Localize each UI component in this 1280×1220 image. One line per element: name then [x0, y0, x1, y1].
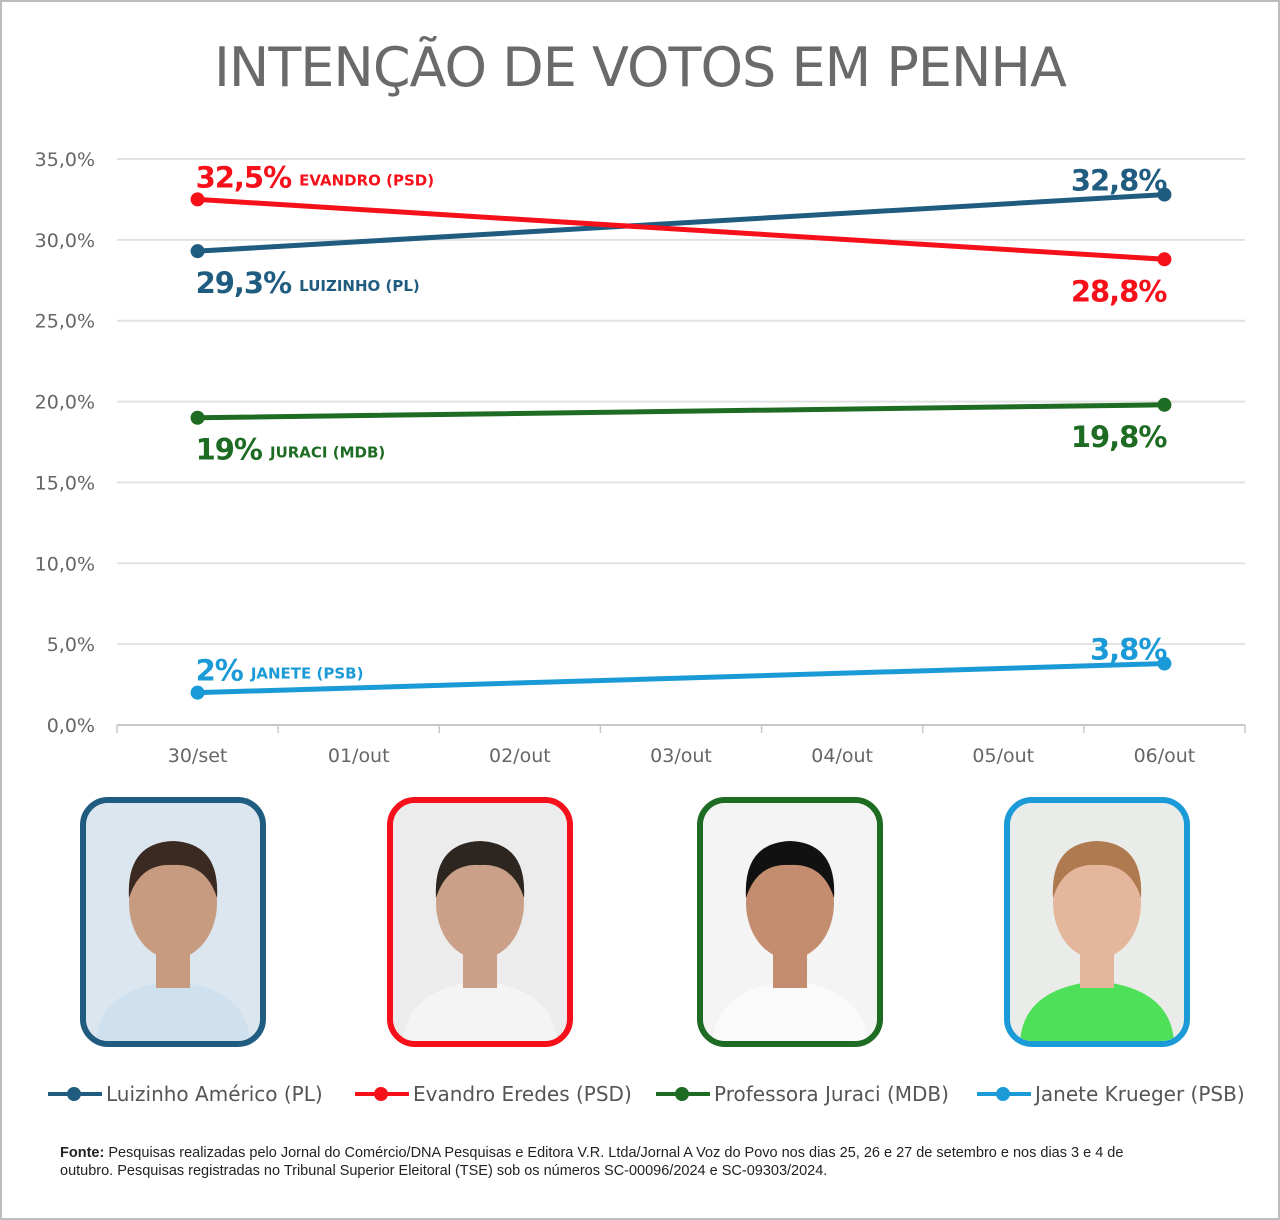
data-point — [190, 244, 205, 259]
series-tag: JURACI (MDB) — [269, 444, 385, 462]
x-tick-label: 03/out — [650, 745, 712, 767]
person-photo — [86, 803, 260, 1041]
person-photo — [393, 803, 567, 1041]
legend-item-evandro: Evandro Eredes (PSD) — [355, 1082, 632, 1106]
y-tick-label: 20,0% — [35, 392, 95, 414]
series-tag: EVANDRO (PSD) — [299, 171, 434, 189]
y-tick-label: 15,0% — [35, 472, 95, 494]
series-tag: LUIZINHO (PL) — [299, 277, 420, 295]
x-tick-label: 06/out — [1134, 745, 1196, 767]
x-tick-label: 30/set — [168, 745, 228, 767]
y-tick-label: 35,0% — [35, 149, 95, 171]
data-label: 3,8% — [1090, 633, 1167, 667]
legend-item-janete: Janete Krueger (PSB) — [977, 1082, 1245, 1106]
y-tick-label: 30,0% — [35, 230, 95, 252]
person-photo — [703, 803, 877, 1041]
y-tick-label: 5,0% — [47, 634, 95, 656]
chart-title: INTENÇÃO DE VOTOS EM PENHA — [214, 36, 1067, 99]
data-label: 2% — [196, 654, 244, 688]
legend-item-juraci: Professora Juraci (MDB) — [656, 1082, 949, 1106]
data-label: 29,3% — [196, 266, 293, 300]
series-line — [195, 661, 1167, 696]
data-point — [1157, 187, 1172, 202]
series-line — [195, 402, 1167, 421]
source-label: Fonte: — [60, 1145, 105, 1161]
legend-label: Janete Krueger (PSB) — [1035, 1082, 1245, 1106]
x-tick-label: 02/out — [489, 745, 551, 767]
x-tick-label: 04/out — [811, 745, 873, 767]
line-chart: 0,0% 5,0% 10,0% 15,0% 20,0% 25,0% 30,0% 35,0% 30… — [35, 149, 1246, 767]
y-tick-label: 0,0% — [47, 715, 95, 737]
x-tick-label: 01/out — [328, 745, 390, 767]
data-point — [1157, 656, 1172, 671]
photo-luizinho — [80, 797, 266, 1047]
legend-label: Evandro Eredes (PSD) — [413, 1082, 632, 1106]
data-point — [190, 410, 205, 425]
person-photo — [1010, 803, 1184, 1041]
source-note: Fonte: Pesquisas realizadas pelo Jornal … — [60, 1144, 1160, 1180]
y-tick-label: 10,0% — [35, 553, 95, 575]
legend-label: Luizinho Américo (PL) — [106, 1082, 323, 1106]
x-tick-label: 05/out — [972, 745, 1034, 767]
photo-juraci — [697, 797, 883, 1047]
series-line — [195, 196, 1167, 262]
source-text: Pesquisas realizadas pelo Jornal do Comé… — [60, 1145, 1124, 1179]
data-point — [190, 192, 205, 207]
series-tag: JANETE (PSB) — [250, 665, 364, 683]
photo-evandro — [387, 797, 573, 1047]
photo-janete — [1004, 797, 1190, 1047]
data-label: 32,5% — [196, 160, 293, 194]
data-point — [1157, 397, 1172, 412]
data-point — [190, 685, 205, 700]
data-point — [1157, 252, 1172, 267]
y-tick-label: 25,0% — [35, 311, 95, 333]
series-line — [195, 192, 1167, 254]
data-label: 28,8% — [1071, 274, 1168, 308]
legend-item-luizinho: Luizinho Américo (PL) — [48, 1082, 323, 1106]
data-label: 19% — [196, 433, 263, 467]
legend-label: Professora Juraci (MDB) — [714, 1082, 949, 1106]
data-label: 32,8% — [1071, 164, 1168, 198]
data-label: 19,8% — [1071, 420, 1168, 454]
